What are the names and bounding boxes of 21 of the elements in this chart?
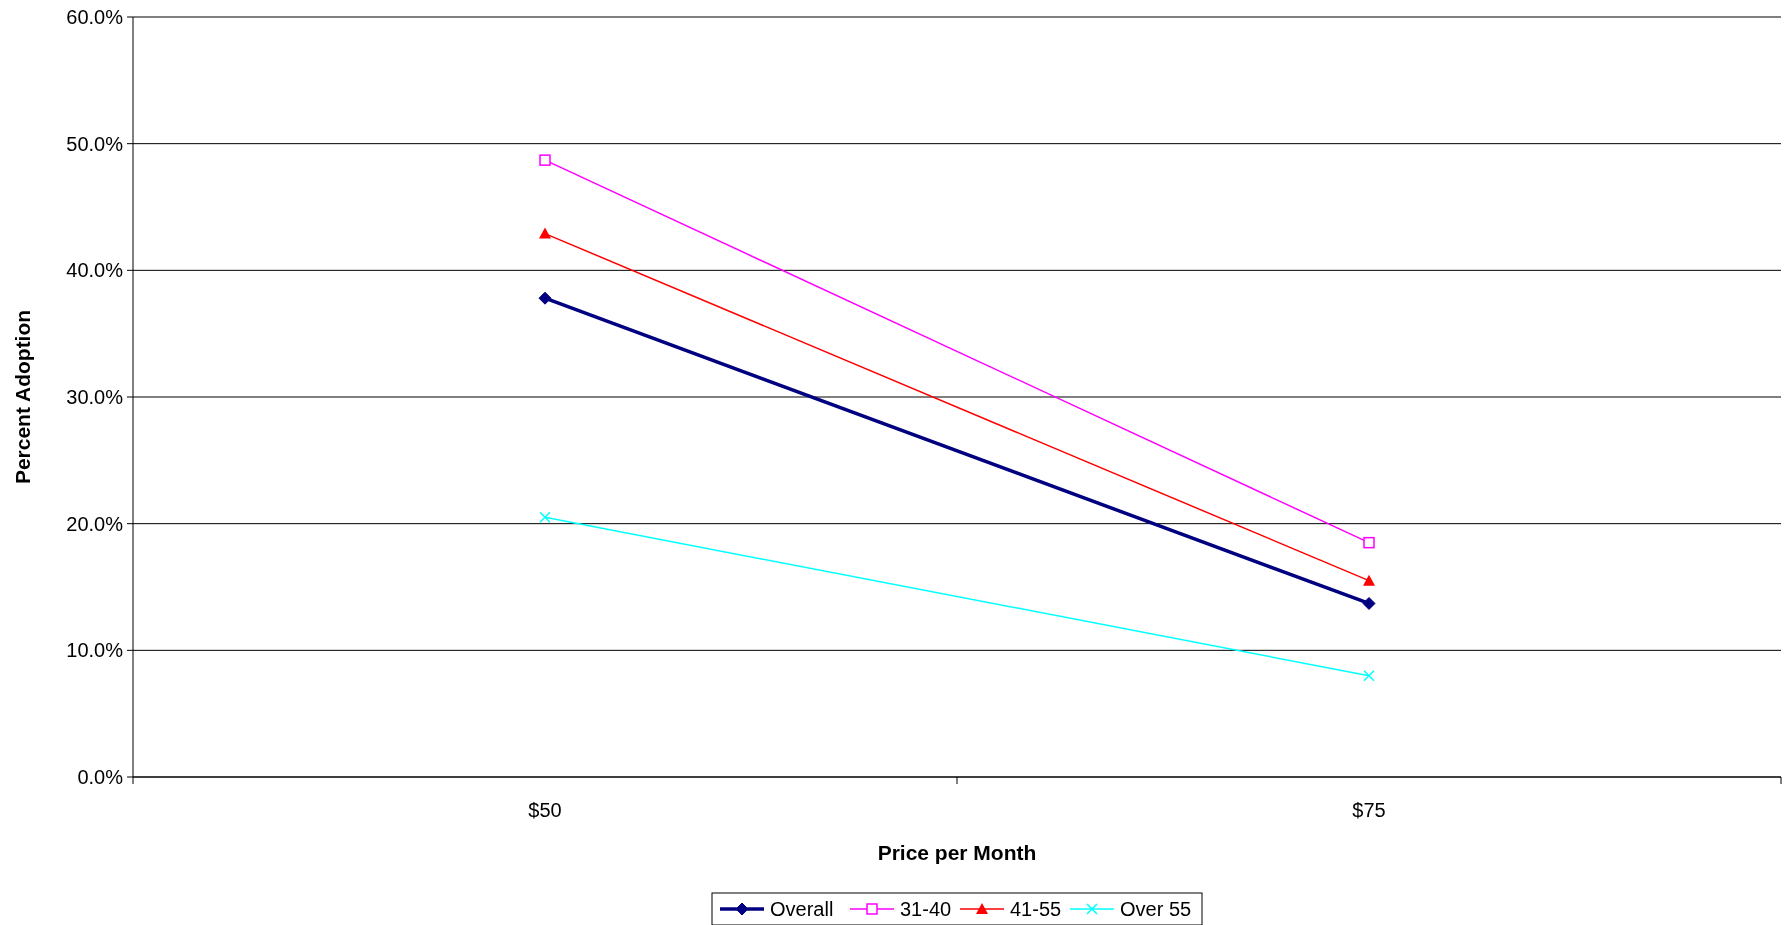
y-tick-label: 20.0% [66,512,124,535]
y-tick-label: 40.0% [66,259,124,282]
y-tick-label: 60.0% [66,6,124,28]
legend-label: 41-55 [1010,898,1062,920]
x-tick-label: $75 [1352,799,1386,821]
x-axis-title: Price per Month [877,841,1037,864]
point [539,154,551,166]
legend-label: Over 55 [1120,898,1192,920]
legend-label: 31-40 [900,898,952,920]
point [539,511,551,524]
point [1362,596,1376,610]
y-tick-label: 0.0% [77,766,124,788]
point [1363,669,1375,682]
point [1363,536,1375,549]
y-tick-label: 30.0% [66,386,124,408]
y-tick-label: 50.0% [66,132,124,155]
y-axis-title: Percent Adoption [11,309,34,485]
point [538,291,552,305]
x-tick-label: $50 [528,799,562,821]
legend-label: Overall [770,898,834,920]
y-tick-label: 10.0% [66,639,124,662]
